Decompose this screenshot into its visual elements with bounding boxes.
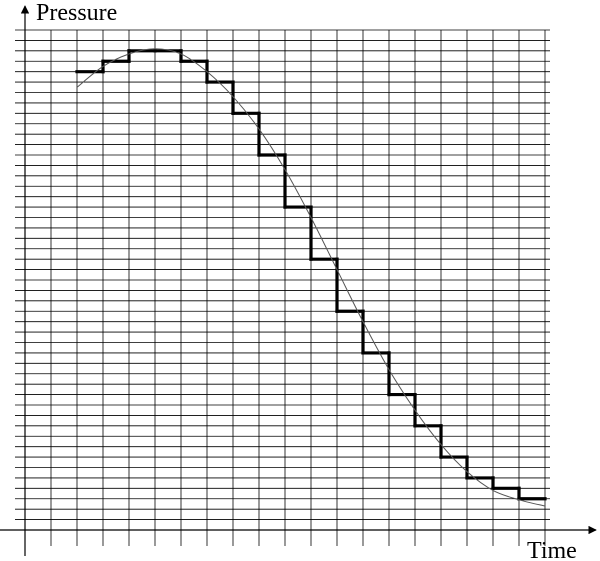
x-axis-label: Time [527, 538, 577, 561]
plot [75, 48, 547, 507]
grid [15, 29, 550, 546]
smooth-curve [76, 48, 546, 507]
y-axis-label: Pressure [36, 0, 117, 26]
